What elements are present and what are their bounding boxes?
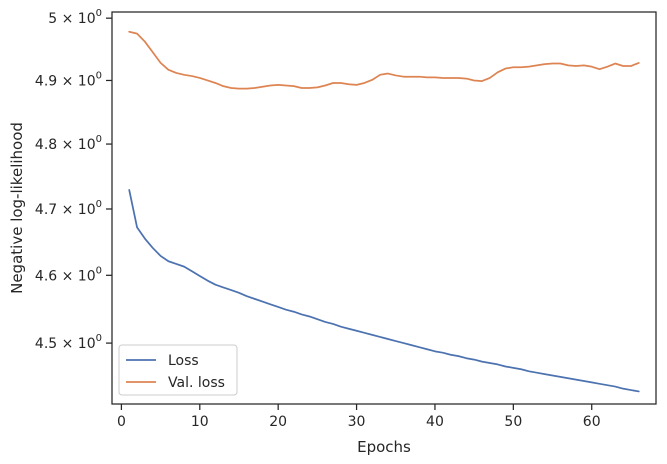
y-tick-label: 4.7 × 100 [35,199,102,218]
x-tick-label: 50 [504,414,522,430]
series-line-loss [128,189,640,393]
y-tick-label: 4.6 × 100 [35,265,102,284]
y-tick-label: 4.8 × 100 [35,134,102,153]
y-tick-label: 5 × 100 [48,8,102,27]
y-axis-ticks: 4.5 × 100 4.6 × 100 4.7 × 100 4.8 × 100 4.9 … [35,8,112,352]
x-tick-label: 20 [269,414,287,430]
series-line-val-loss [128,30,640,90]
y-tick-label: 4.9 × 100 [35,70,102,89]
legend: Loss Val. loss [118,344,238,396]
x-axis-ticks: 0 10 20 30 40 50 60 [117,404,601,430]
legend-label-loss: Loss [168,353,199,369]
y-tick-label: 4.5 × 100 [35,333,102,352]
x-tick-label: 40 [426,414,444,430]
series-layer [128,30,640,393]
x-axis-label: Epochs [357,438,411,456]
y-axis-label: Negative log-likelihood [8,122,26,294]
legend-label-val-loss: Val. loss [168,375,225,391]
x-tick-label: 10 [191,414,209,430]
x-tick-label: 0 [117,414,126,430]
x-tick-label: 30 [348,414,366,430]
x-tick-label: 60 [583,414,601,430]
plot-frame [111,11,657,405]
